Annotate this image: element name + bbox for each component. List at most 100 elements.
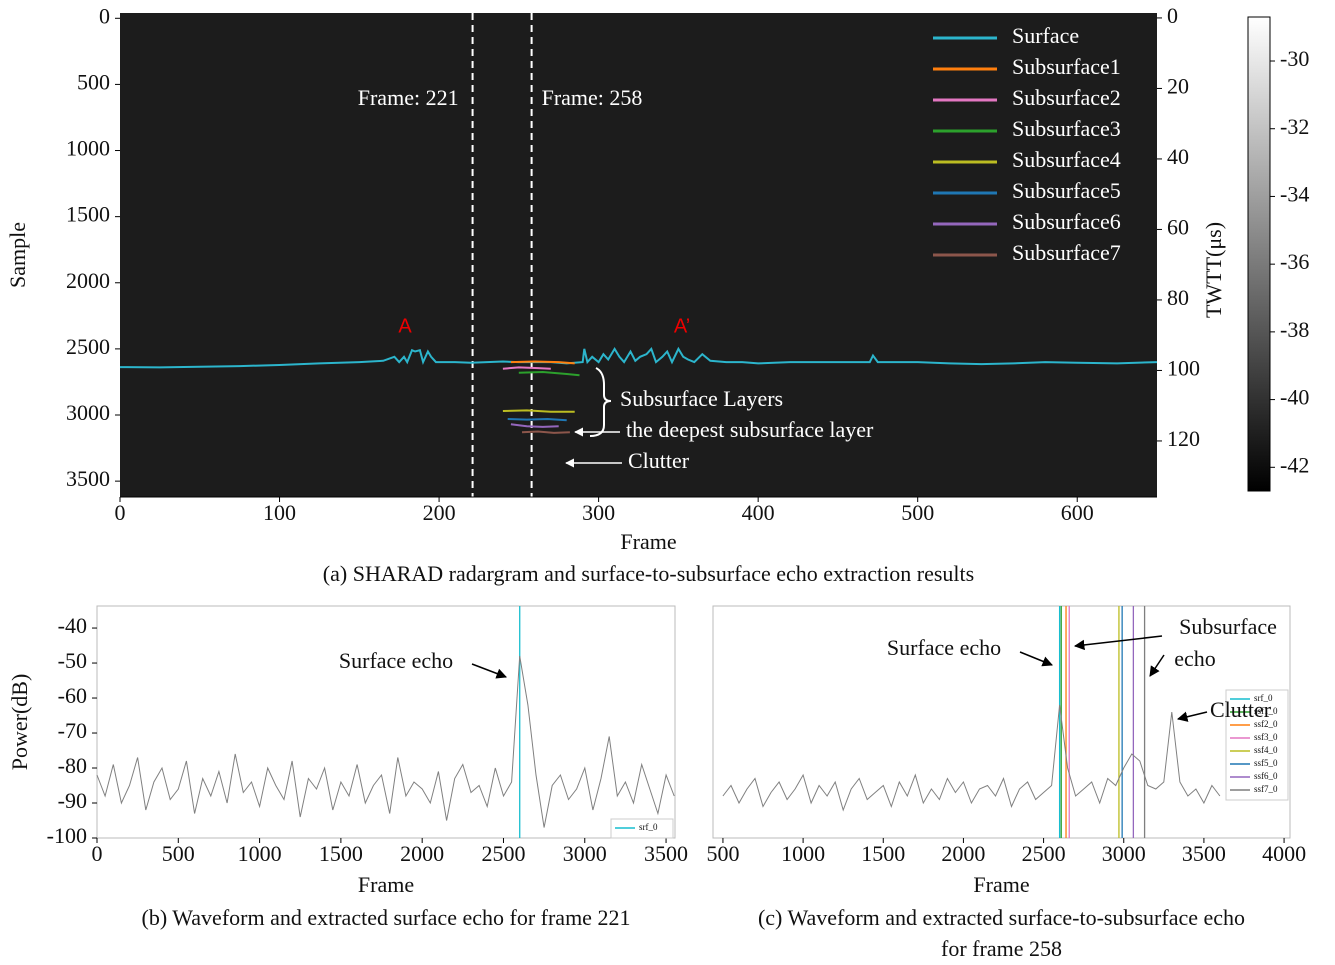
x-axis-label: Frame [620,529,676,554]
annotation: Surface echo [339,648,453,673]
waveform [722,704,1221,812]
annotation: Surface echo [887,635,1001,660]
y-tick-label: 0 [99,3,110,28]
y-axis-label: Power(dB) [7,674,32,771]
series-line [518,370,580,377]
y2-tick-label: 0 [1167,3,1178,28]
x-tick-label: 2500 [1022,841,1066,866]
x-tick-label: 1000 [781,841,825,866]
y2-tick-label: 60 [1167,214,1189,239]
y2-axis-label: TWTT(μs) [1201,222,1226,318]
x-tick-label: 200 [423,500,456,525]
annotation: the deepest subsurface layer [626,417,874,442]
annotation: Clutter [1210,697,1272,722]
waveform [96,655,675,828]
legend-label: ssf3_0 [1254,732,1278,742]
legend-label: ssf4_0 [1254,745,1278,755]
arrow [1019,651,1053,667]
series-line [510,360,575,365]
y-tick-label: 3000 [66,400,110,425]
arrow [1176,711,1208,722]
panel-c: 500 1000 1500 2000 2500 3000 3500 4000 Frame (c) … [706,605,1306,961]
colorbar [1247,16,1271,492]
annotation: Subsurface Layers [620,386,783,411]
x-tick-label: 500 [901,500,934,525]
y2-tick-label: 120 [1167,426,1200,451]
arrow [1073,635,1163,651]
annotation: A [398,315,412,337]
y-tick-label: -90 [58,788,87,813]
x-tick-label: 400 [742,500,775,525]
legend-box [610,818,674,839]
y-tick-label: -80 [58,753,87,778]
colorbar-tick-label: -32 [1280,114,1309,139]
legend-box [1225,689,1289,801]
x-tick-label: 500 [162,841,195,866]
y-tick-label: 3500 [66,466,110,491]
x-tick-label: 1500 [319,841,363,866]
y2-tick-label: 40 [1167,144,1189,169]
caption: (b) Waveform and extracted surface echo … [142,905,631,930]
legend-label: ssf5_0 [1254,758,1278,768]
legend-label: ssf7_0 [1254,784,1278,794]
x-tick-label: 0 [92,841,103,866]
brace [589,367,612,437]
y-tick-label: 2500 [66,334,110,359]
y-tick-label: -60 [58,683,87,708]
colorbar-tick-label: -42 [1280,452,1309,477]
colorbar-tick-label: -40 [1280,385,1309,410]
x-axis-label: Frame [358,872,414,897]
series-line [521,430,570,434]
legend-label: Subsurface5 [1012,178,1121,203]
legend-label: Surface [1012,23,1079,48]
y-tick-label: -50 [58,648,87,673]
y-tick-label: 1000 [66,136,110,161]
x-tick-label: 2500 [481,841,525,866]
series-line [119,346,1158,369]
series-line [502,409,575,413]
annotations: A A’ Subsurface Layers the deepest subsu… [339,315,1277,722]
y2-tick-label: 80 [1167,285,1189,310]
y-tick-label: -70 [58,718,87,743]
panel-a: 0 100 200 300 400 500 600050010001500200025003… [5,3,1309,586]
y2-tick-label: 100 [1167,355,1200,380]
legend-label: srf_0 [639,822,658,832]
x-tick-label: 3000 [1102,841,1146,866]
y-axis-label: Sample [5,222,30,288]
frame-label: Frame: 258 [542,85,643,110]
x-tick-label: 2000 [400,841,444,866]
legend-label: Subsurface6 [1012,209,1121,234]
x-tick-label: 2000 [941,841,985,866]
annotation: Subsurface [1179,614,1277,639]
colorbar-tick-label: -38 [1280,317,1309,342]
y2-tick-label: 20 [1167,73,1189,98]
x-tick-label: 3500 [644,841,688,866]
x-tick-label: 1500 [861,841,905,866]
annotation: A’ [674,315,690,337]
frame-label: Frame: 221 [358,85,459,110]
legend-label: ssf2_0 [1254,719,1278,729]
legend-label: Subsurface7 [1012,240,1121,265]
x-tick-label: 4000 [1262,841,1306,866]
annotation: echo [1174,646,1216,671]
arrow [471,663,507,679]
x-tick-label: 100 [263,500,296,525]
caption: for frame 258 [941,936,1062,961]
series-line [510,423,559,428]
x-tick-label: 3000 [563,841,607,866]
caption: (a) SHARAD radargram and surface-to-subs… [323,561,974,586]
x-tick-label: 300 [582,500,615,525]
series-line [502,366,551,370]
legend-label: srf_0 [1254,693,1273,703]
x-tick-label: 3500 [1182,841,1226,866]
x-axis-label: Frame [973,872,1029,897]
legend-label: Subsurface3 [1012,116,1121,141]
y-tick-label: 500 [77,69,110,94]
x-tick-label: 0 [115,500,126,525]
y-tick-label: -40 [58,613,87,638]
panel-b: 0 500 1000 1500 2000 2500 3000 3500 -100 -90 -80 -7… [7,605,688,930]
legend-label: Subsurface4 [1012,147,1121,172]
x-tick-label: 500 [706,841,739,866]
legend-label: ssf6_0 [1254,771,1278,781]
